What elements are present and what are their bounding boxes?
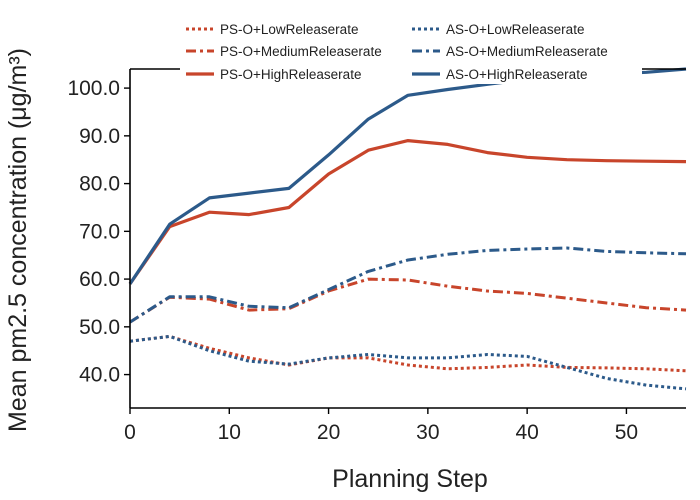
x-tick-label: 30: [416, 421, 439, 444]
legend-entry-label: PS-O+HighReleaserate: [220, 67, 361, 82]
x-tick-label: 40: [515, 421, 538, 444]
series-line-ps-o-highreleaserate: [128, 139, 687, 285]
x-tick-label: 20: [317, 421, 340, 444]
legend-entry-label: PS-O+LowReleaserate: [220, 22, 358, 37]
y-tick-label: 90.0: [79, 125, 120, 148]
y-tick-label: 60.0: [79, 268, 120, 291]
y-axis-title: Mean pm2.5 concentration (μg/m³): [4, 48, 32, 432]
y-tick-label: 70.0: [79, 220, 120, 243]
series-line-as-o-lowreleaserate: [129, 334, 687, 391]
legend-entry-label: AS-O+LowReleaserate: [446, 22, 584, 37]
x-tick-label: 10: [218, 421, 241, 444]
legend-entry-label: AS-O+MediumReleaserate: [446, 44, 608, 59]
legend-background: [180, 14, 642, 84]
legend-entry-label: AS-O+HighReleaserate: [446, 67, 587, 82]
legend-entry-label: PS-O+MediumReleaserate: [220, 44, 382, 59]
series-line-as-o-mediumreleaserate: [129, 246, 687, 324]
x-axis-title: Planning Step: [332, 465, 488, 493]
series-line-ps-o-lowreleaserate: [129, 334, 687, 373]
y-tick-label: 100.0: [67, 77, 120, 100]
x-tick-label: 0: [124, 421, 136, 444]
y-tick-label: 50.0: [79, 316, 120, 339]
x-tick-label: 50: [615, 421, 638, 444]
y-tick-label: 40.0: [79, 364, 120, 387]
series-line-ps-o-mediumreleaserate: [129, 277, 687, 324]
y-tick-label: 80.0: [79, 173, 120, 196]
